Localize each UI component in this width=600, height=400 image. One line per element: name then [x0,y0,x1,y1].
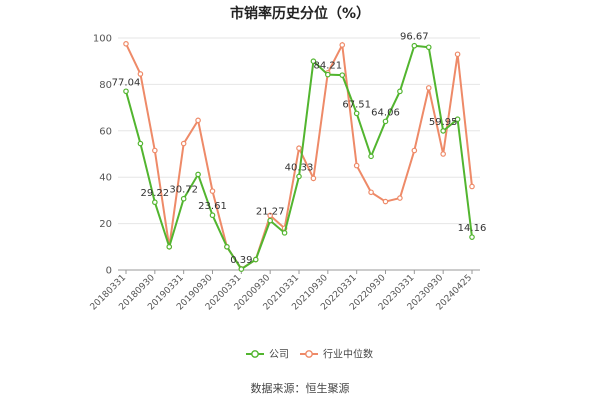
data-point [454,51,461,58]
data-point [296,173,302,180]
data-point [382,198,389,205]
data-point [296,145,302,152]
data-point [195,117,201,124]
data-point [411,147,418,154]
data-point [382,118,389,125]
legend-item-company: 公司 [246,350,289,361]
data-point [123,88,129,95]
data-point [368,189,374,196]
data-point [353,162,360,169]
data-label: 77.04 [112,77,141,88]
legend-label: 公司 [269,350,289,361]
data-point [440,128,446,134]
data-point [411,42,418,49]
data-label: 64.06 [371,107,400,118]
legend-item-industry-median: 行业中位数 [300,348,373,361]
data-label: 29.22 [141,188,170,199]
data-point [440,151,446,157]
data-label: 14.16 [458,223,487,234]
y-tick-label: 0 [106,266,112,277]
data-point [281,230,288,236]
data-point [137,140,144,147]
legend-marker [251,350,259,358]
data-point [137,71,144,77]
data-label: 30.72 [169,185,198,196]
data-point [454,116,461,123]
data-label: 21.27 [256,207,285,218]
data-point [397,195,403,201]
series-line-company [125,44,473,271]
data-label: 40.33 [285,162,314,173]
data-point [238,266,245,272]
data-point [310,175,317,182]
data-point [224,244,230,250]
data-point [195,171,201,178]
data-point [469,183,475,190]
series-layer [123,40,475,272]
data-point [180,195,187,202]
data-point [310,58,317,65]
data-point [397,88,403,95]
data-point [166,244,173,250]
data-label: 0.39 [230,255,252,266]
y-tick-label: 100 [93,34,112,45]
data-point [252,256,259,263]
y-tick-label: 40 [99,173,112,184]
y-tick-label: 20 [99,219,112,230]
data-point [152,199,158,206]
data-point [339,72,346,78]
data-label: 84.21 [314,61,343,72]
data-point [152,147,158,154]
chart-title: 市销率历史分位（%） [230,5,370,22]
data-point [180,140,187,147]
data-point [425,85,432,91]
data-label: 59.95 [429,117,458,128]
data-point [325,71,331,78]
legend: 公司 行业中位数 [246,348,373,361]
data-label: 96.67 [400,32,429,43]
data-point [267,217,273,224]
data-point [123,40,129,47]
y-tick-label: 60 [99,126,112,137]
data-point [267,212,273,219]
legend-label: 行业中位数 [323,348,373,361]
y-tick-label: 80 [99,80,112,91]
legend-marker [305,350,313,358]
data-point [209,212,216,219]
data-label: 67.51 [342,99,371,110]
data-point [368,153,374,160]
source-note: 数据来源：恒生聚源 [251,381,350,395]
data-point [425,44,432,51]
series-line-industry-median [125,41,473,271]
data-point [353,110,360,117]
data-point [339,42,346,48]
data-label: 23.61 [198,201,227,212]
data-point [209,188,216,194]
data-point [469,234,475,240]
